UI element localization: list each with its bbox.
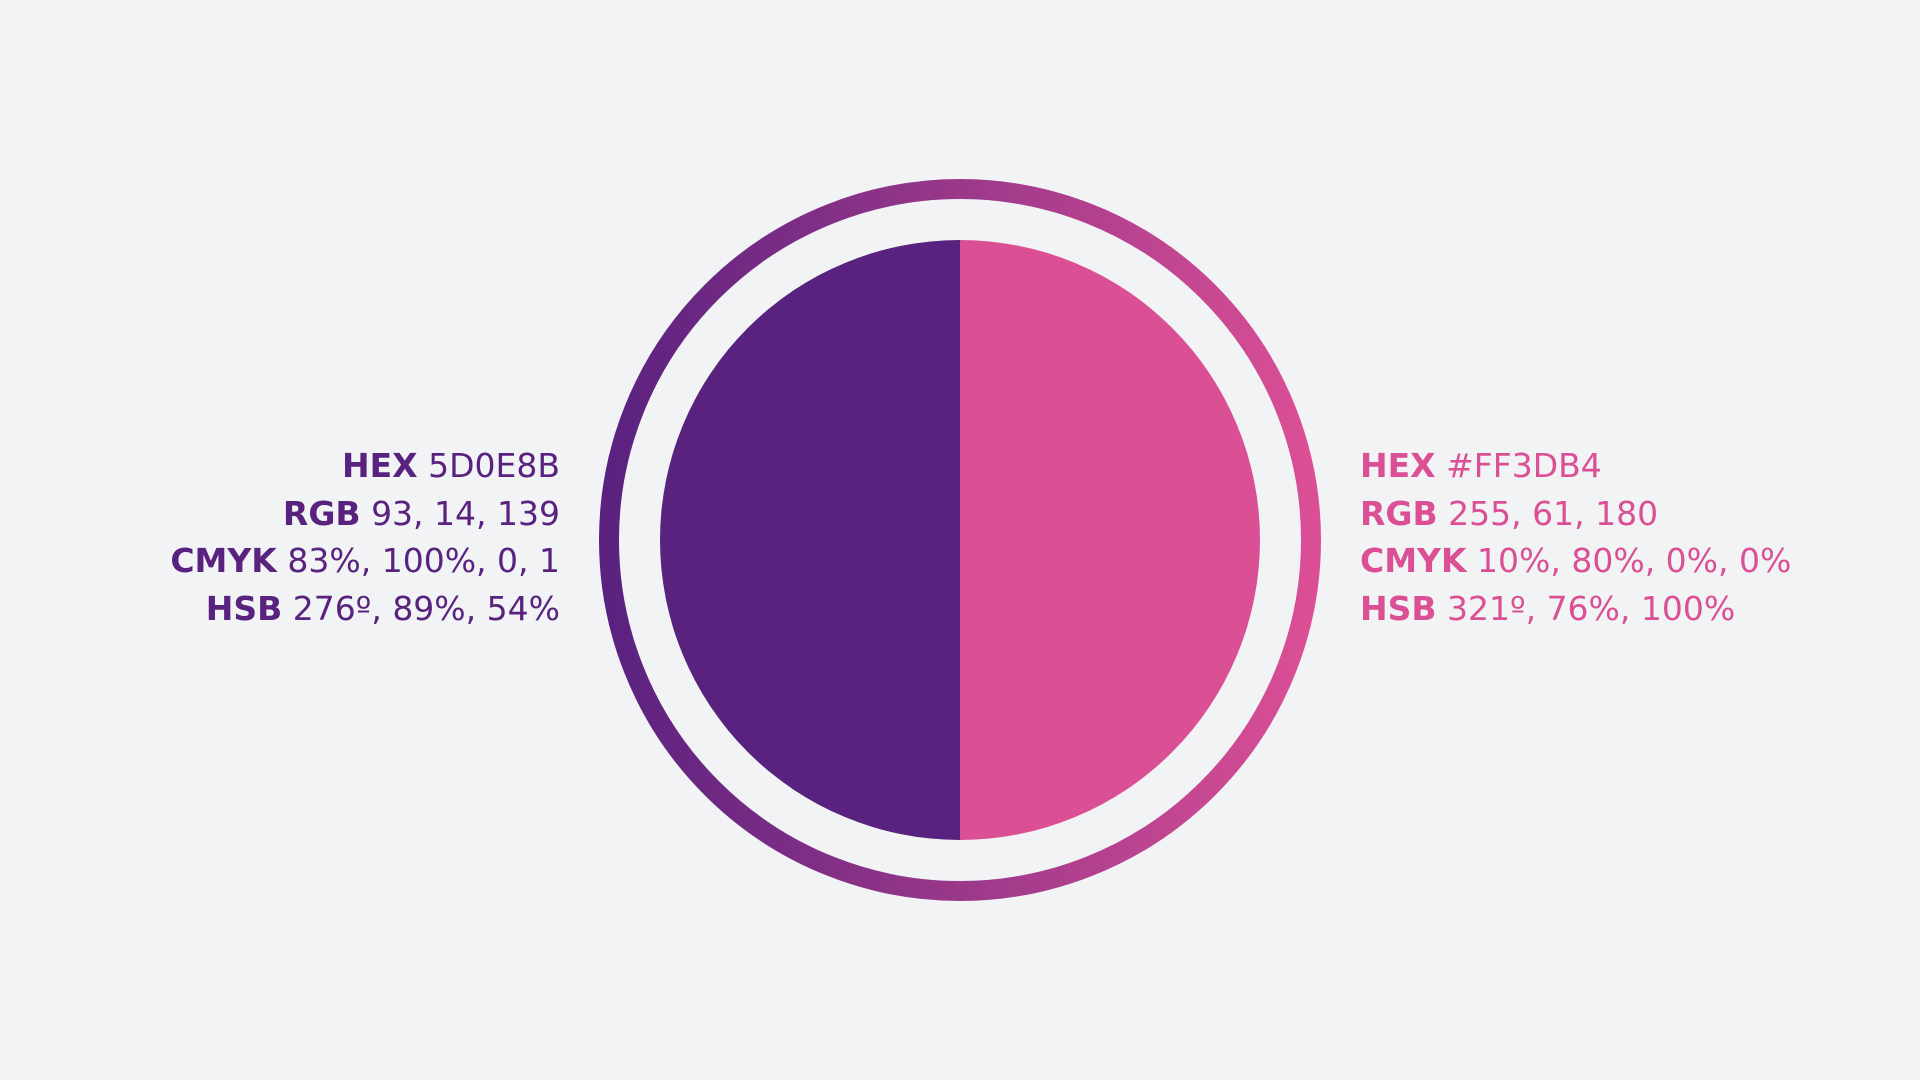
rgb-spec-row: RGB 255, 61, 180 [1360, 490, 1791, 538]
right-half-swatch [960, 240, 1260, 840]
hex-value: #FF3DB4 [1446, 446, 1602, 485]
cmyk-spec-row: CMYK 83%, 100%, 0, 1 [170, 537, 560, 585]
hsb-spec-row: HSB 321º, 76%, 100% [1360, 585, 1791, 633]
outer-gradient-ring [599, 179, 1321, 901]
hex-spec-row: HEX #FF3DB4 [1360, 442, 1791, 490]
rgb-spec-row: RGB 93, 14, 139 [170, 490, 560, 538]
cmyk-label: CMYK [170, 541, 277, 580]
hex-label: HEX [342, 446, 418, 485]
rgb-value: 93, 14, 139 [371, 493, 560, 533]
hsb-value: 321º, 76%, 100% [1447, 588, 1736, 628]
rgb-label: RGB [282, 493, 361, 533]
hex-label: HEX [1360, 446, 1436, 485]
hex-value: 5D0E8B [428, 446, 560, 485]
cmyk-spec-row: CMYK 10%, 80%, 0%, 0% [1360, 537, 1791, 585]
left-half-swatch [660, 240, 960, 840]
rgb-label: RGB [1360, 493, 1438, 533]
left-color-specs: HEX 5D0E8B RGB 93, 14, 139 CMYK 83%, 100… [170, 442, 560, 632]
right-color-specs: HEX #FF3DB4 RGB 255, 61, 180 CMYK 10%, 8… [1360, 442, 1791, 632]
hsb-label: HSB [205, 588, 283, 628]
hsb-spec-row: HSB 276º, 89%, 54% [170, 585, 560, 633]
cmyk-value: 10%, 80%, 0%, 0% [1477, 541, 1792, 580]
hsb-value: 276º, 89%, 54% [292, 588, 560, 628]
hex-spec-row: HEX 5D0E8B [170, 442, 560, 490]
cmyk-value: 83%, 100%, 0, 1 [287, 541, 560, 580]
rgb-value: 255, 61, 180 [1448, 493, 1659, 533]
hsb-label: HSB [1360, 588, 1437, 628]
cmyk-label: CMYK [1360, 541, 1467, 580]
